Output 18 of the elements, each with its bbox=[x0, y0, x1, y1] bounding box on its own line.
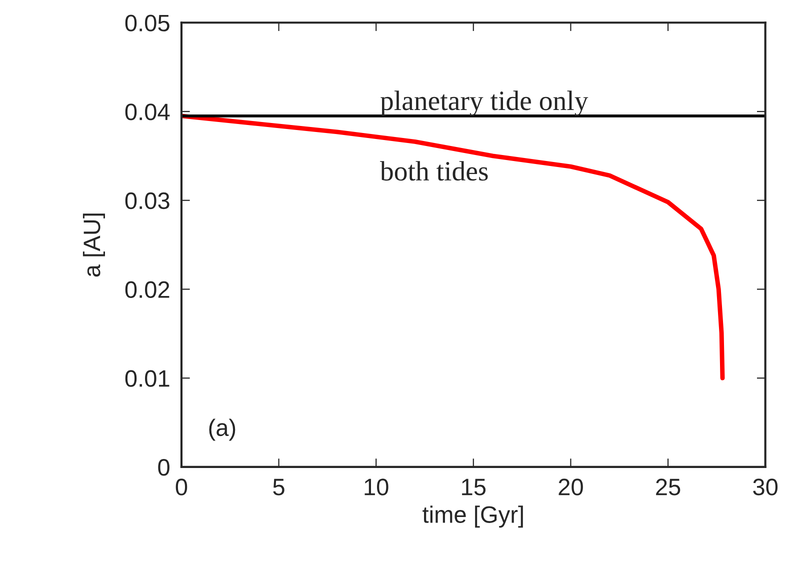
ref-line-label: planetary tide only bbox=[380, 90, 588, 116]
annotation: (a) bbox=[209, 418, 236, 441]
x-tick-label: 20 bbox=[558, 478, 583, 496]
y-tick-label: 0.02 bbox=[125, 281, 170, 298]
y-tick-label: 0 bbox=[158, 459, 170, 476]
x-axis-title: time [Gyr] bbox=[422, 506, 523, 528]
annotation: both tides bbox=[380, 161, 488, 181]
y-tick-label: 0.01 bbox=[125, 370, 170, 387]
y-tick-label: 0.04 bbox=[125, 104, 170, 120]
y-tick-label: 0.03 bbox=[125, 192, 170, 210]
y-tick-label: 0.05 bbox=[125, 14, 170, 32]
y-axis-title: a [AU] bbox=[82, 214, 105, 277]
x-tick-label: 5 bbox=[273, 478, 284, 496]
x-tick-label: 25 bbox=[656, 478, 680, 496]
x-tick-label: 30 bbox=[753, 478, 778, 496]
x-tick-label: 0 bbox=[176, 478, 188, 496]
x-tick-label: 15 bbox=[462, 478, 486, 496]
x-tick-label: 10 bbox=[364, 478, 388, 496]
